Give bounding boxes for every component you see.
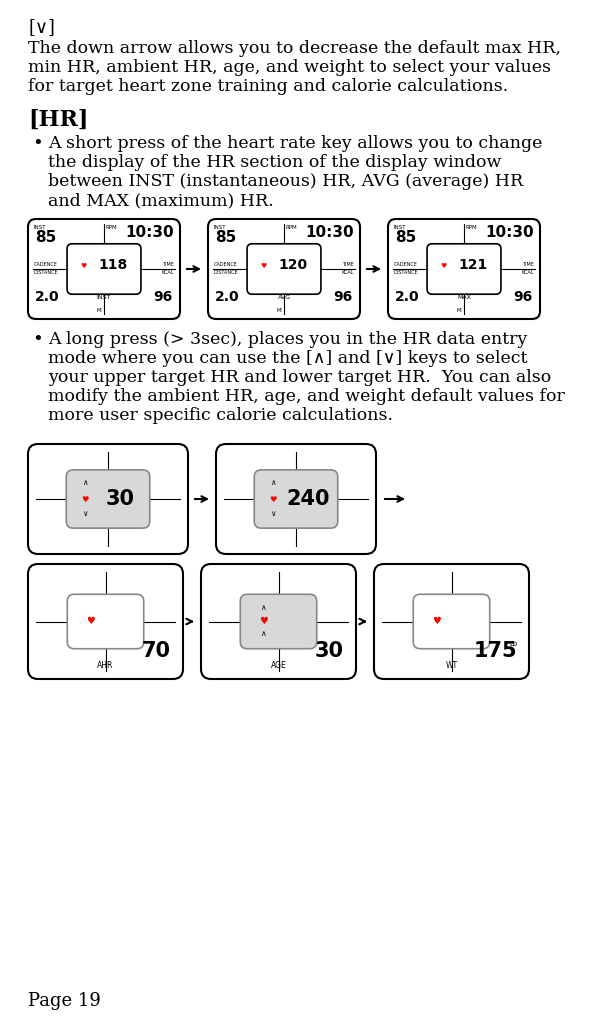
Text: min HR, ambient HR, age, and weight to select your values: min HR, ambient HR, age, and weight to s… — [28, 59, 551, 76]
Text: 96: 96 — [514, 290, 533, 304]
Text: ∧: ∧ — [260, 603, 266, 613]
Text: 2.0: 2.0 — [35, 290, 60, 304]
Text: A long press (> 3sec), places you in the HR data entry: A long press (> 3sec), places you in the… — [48, 331, 528, 348]
FancyBboxPatch shape — [28, 219, 180, 319]
Text: ∨: ∨ — [82, 509, 87, 518]
Text: •: • — [32, 135, 43, 153]
Text: ♥: ♥ — [440, 263, 446, 269]
FancyBboxPatch shape — [427, 244, 501, 294]
FancyBboxPatch shape — [388, 219, 540, 319]
Text: 2.0: 2.0 — [215, 290, 239, 304]
Text: between INST (instantaneous) HR, AVG (average) HR: between INST (instantaneous) HR, AVG (av… — [48, 173, 523, 190]
Text: 120: 120 — [279, 258, 308, 272]
Text: ♥: ♥ — [259, 617, 268, 626]
FancyBboxPatch shape — [201, 564, 356, 680]
Text: DISTANCE: DISTANCE — [394, 270, 418, 276]
Text: mode where you can use the [∧] and [∨] keys to select: mode where you can use the [∧] and [∨] k… — [48, 350, 528, 367]
Text: 10:30: 10:30 — [485, 225, 534, 240]
Text: 118: 118 — [98, 258, 127, 272]
Text: ♥: ♥ — [80, 263, 86, 269]
Text: the display of the HR section of the display window: the display of the HR section of the dis… — [48, 154, 501, 171]
Text: 30: 30 — [315, 641, 344, 661]
Text: MI: MI — [456, 308, 462, 313]
Text: CADENCE: CADENCE — [394, 262, 418, 267]
Text: Page 19: Page 19 — [28, 992, 101, 1009]
Text: more user specific calorie calculations.: more user specific calorie calculations. — [48, 407, 393, 424]
Text: ♥: ♥ — [260, 263, 267, 269]
Text: AHR: AHR — [97, 661, 114, 670]
Text: 70: 70 — [142, 641, 171, 661]
Text: and MAX (maximum) HR.: and MAX (maximum) HR. — [48, 192, 274, 209]
FancyBboxPatch shape — [216, 444, 376, 554]
Text: INST: INST — [97, 295, 111, 300]
Text: MAX: MAX — [457, 295, 471, 300]
Text: The down arrow allows you to decrease the default max HR,: The down arrow allows you to decrease th… — [28, 40, 561, 57]
FancyBboxPatch shape — [247, 244, 321, 294]
FancyBboxPatch shape — [67, 244, 141, 294]
Text: INST: INST — [394, 225, 406, 230]
Text: KCAL: KCAL — [162, 270, 174, 276]
Text: 85: 85 — [215, 230, 236, 245]
Text: RPM: RPM — [106, 225, 118, 230]
Text: AVG: AVG — [277, 295, 291, 300]
Text: ∧: ∧ — [270, 478, 276, 487]
FancyBboxPatch shape — [413, 594, 490, 649]
Text: TIME: TIME — [342, 262, 354, 267]
Text: CADENCE: CADENCE — [214, 262, 238, 267]
Text: INST: INST — [34, 225, 46, 230]
Text: AGE: AGE — [271, 661, 286, 670]
Text: 96: 96 — [333, 290, 353, 304]
Text: •: • — [32, 331, 43, 348]
Text: 85: 85 — [35, 230, 56, 245]
Text: Lb: Lb — [510, 641, 518, 647]
Text: 240: 240 — [287, 489, 330, 509]
Text: for target heart zone training and calorie calculations.: for target heart zone training and calor… — [28, 78, 508, 95]
Text: RPM: RPM — [466, 225, 478, 230]
Text: 30: 30 — [106, 489, 135, 509]
Text: ♥: ♥ — [269, 494, 276, 504]
FancyBboxPatch shape — [208, 219, 360, 319]
Text: [HR]: [HR] — [28, 109, 89, 131]
Text: TIME: TIME — [162, 262, 174, 267]
Text: 96: 96 — [154, 290, 173, 304]
Text: ♥: ♥ — [432, 617, 441, 626]
Text: ♥: ♥ — [86, 617, 95, 626]
Text: WT: WT — [446, 661, 458, 670]
Text: 10:30: 10:30 — [125, 225, 174, 240]
Text: DISTANCE: DISTANCE — [214, 270, 239, 276]
Text: TIME: TIME — [522, 262, 534, 267]
Text: KCAL: KCAL — [522, 270, 534, 276]
Text: ∧: ∧ — [260, 629, 266, 638]
Text: RPM: RPM — [286, 225, 298, 230]
Text: MI: MI — [276, 308, 282, 313]
Text: ∧: ∧ — [82, 478, 87, 487]
Text: CADENCE: CADENCE — [34, 262, 58, 267]
FancyBboxPatch shape — [374, 564, 529, 680]
FancyBboxPatch shape — [254, 470, 338, 528]
Text: 85: 85 — [395, 230, 416, 245]
Text: DISTANCE: DISTANCE — [34, 270, 58, 276]
Text: modify the ambient HR, age, and weight default values for: modify the ambient HR, age, and weight d… — [48, 388, 565, 405]
FancyBboxPatch shape — [68, 594, 144, 649]
Text: KCAL: KCAL — [341, 270, 354, 276]
Text: 121: 121 — [458, 258, 487, 272]
FancyBboxPatch shape — [28, 444, 188, 554]
FancyBboxPatch shape — [240, 594, 317, 649]
Text: INST: INST — [214, 225, 227, 230]
Text: ♥: ♥ — [81, 494, 89, 504]
Text: A short press of the heart rate key allows you to change: A short press of the heart rate key allo… — [48, 135, 542, 152]
Text: MI: MI — [96, 308, 102, 313]
FancyBboxPatch shape — [66, 470, 150, 528]
Text: 175: 175 — [473, 641, 517, 661]
Text: ∨: ∨ — [270, 509, 276, 518]
Text: 10:30: 10:30 — [305, 225, 354, 240]
Text: [∨]: [∨] — [28, 19, 55, 36]
Text: your upper target HR and lower target HR.  You can also: your upper target HR and lower target HR… — [48, 369, 551, 386]
Text: 2.0: 2.0 — [395, 290, 420, 304]
FancyBboxPatch shape — [28, 564, 183, 680]
